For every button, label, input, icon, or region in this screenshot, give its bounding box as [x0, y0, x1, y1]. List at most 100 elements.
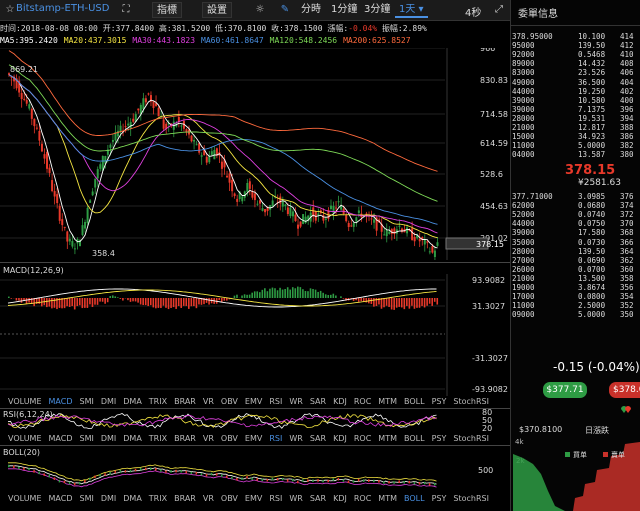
bid-row[interactable]: 11000 2.5000 352: [512, 301, 638, 310]
indicator-tab[interactable]: EMV: [244, 494, 263, 503]
indicator-tab[interactable]: StochRSI: [453, 397, 489, 406]
ask-row[interactable]: 28000 19.531 394: [512, 114, 638, 123]
indicator-tab[interactable]: EMV: [244, 397, 263, 406]
indicator-tab[interactable]: TRIX: [148, 434, 168, 443]
indicator-tab[interactable]: BOLL: [404, 434, 425, 443]
indicator-tab[interactable]: MACD: [48, 434, 73, 443]
star-icon[interactable]: ☆: [5, 4, 15, 15]
indicator-tab[interactable]: BOLL: [404, 397, 425, 406]
ask-row[interactable]: 39000 7.1375 396: [512, 105, 638, 114]
indicator-tab[interactable]: VR: [202, 397, 214, 406]
indicator-tab[interactable]: RSI: [269, 494, 283, 503]
indicator-tab[interactable]: VOLUME: [8, 397, 42, 406]
indicator-tab[interactable]: SAR: [309, 434, 327, 443]
bid-row[interactable]: 09000 5.0000 350: [512, 310, 638, 319]
indicator-tab[interactable]: EMV: [244, 434, 263, 443]
symbol-selector[interactable]: Bitstamp-ETH-USD: [16, 3, 110, 14]
ask-row[interactable]: 11000 5.0000 382: [512, 141, 638, 150]
timeframe-3min[interactable]: 3分鐘: [364, 4, 391, 15]
indicator-tab[interactable]: KDJ: [333, 434, 347, 443]
indicator-tab[interactable]: WR: [289, 434, 303, 443]
ask-row[interactable]: 49000 36.500 404: [512, 78, 638, 87]
bid-button[interactable]: $377.71: [543, 382, 587, 398]
indicator-tab[interactable]: VOLUME: [8, 494, 42, 503]
fullscreen-icon[interactable]: ⤢: [495, 4, 503, 15]
indicator-tab[interactable]: DMA: [123, 397, 142, 406]
indicator-tab[interactable]: RSI: [269, 434, 283, 443]
ask-row[interactable]: 95000 139.50 412: [512, 41, 638, 50]
ask-row[interactable]: 83000 23.526 406: [512, 68, 638, 77]
ask-row[interactable]: 378.95000 10.100 414: [512, 32, 638, 41]
indicator-tab[interactable]: VOLUME: [8, 434, 42, 443]
bid-row[interactable]: 39000 17.580 368: [512, 228, 638, 237]
settings-button[interactable]: 設置: [202, 2, 232, 18]
indicator-tab[interactable]: WR: [289, 397, 303, 406]
indicator-tab[interactable]: BOLL: [404, 494, 425, 503]
bid-row[interactable]: 377.71000 3.0985 376: [512, 192, 638, 201]
macd-chart[interactable]: 93.9082 31.3027 -31.3027 -93.9082: [0, 274, 510, 396]
indicator-tab[interactable]: DMI: [100, 434, 117, 443]
indicator-tab[interactable]: SMI: [79, 434, 94, 443]
draw-pen-icon[interactable]: ✎: [280, 4, 290, 15]
bid-row[interactable]: 44000 0.0750 370: [512, 219, 638, 228]
bid-row[interactable]: 19000 3.8674 356: [512, 283, 638, 292]
indicator-tab[interactable]: StochRSI: [453, 494, 489, 503]
bid-row[interactable]: 21000 13.500 358: [512, 274, 638, 283]
indicator-tab[interactable]: MTM: [378, 397, 397, 406]
indicator-tab[interactable]: ROC: [353, 494, 372, 503]
indicator-tab[interactable]: PSY: [431, 434, 447, 443]
ask-row[interactable]: 44000 19.250 402: [512, 87, 638, 96]
indicator-tab[interactable]: TRIX: [148, 494, 168, 503]
indicator-tab[interactable]: SMI: [79, 397, 94, 406]
indicator-tab[interactable]: BRAR: [174, 434, 196, 443]
indicator-tab[interactable]: MTM: [378, 434, 397, 443]
bid-row[interactable]: 27000 0.0690 362: [512, 256, 638, 265]
indicator-tab[interactable]: MTM: [378, 494, 397, 503]
indicator-tab[interactable]: VR: [202, 494, 214, 503]
bid-row[interactable]: 26000 0.0700 360: [512, 265, 638, 274]
boll-chart[interactable]: 500: [0, 455, 510, 492]
ask-row[interactable]: 15000 34.923 386: [512, 132, 638, 141]
bid-row[interactable]: 17000 0.0800 354: [512, 292, 638, 301]
indicator-tab[interactable]: OBV: [220, 494, 238, 503]
ask-row[interactable]: 39000 10.580 400: [512, 96, 638, 105]
ask-row[interactable]: 21000 12.817 388: [512, 123, 638, 132]
indicator-tab[interactable]: KDJ: [333, 494, 347, 503]
period-selector[interactable]: 1天 ▾: [395, 2, 428, 18]
ask-row[interactable]: 04000 13.587 380: [512, 150, 638, 159]
indicator-tab[interactable]: BRAR: [174, 494, 196, 503]
indicator-tab[interactable]: SMI: [79, 494, 94, 503]
ask-row[interactable]: 89000 14.432 408: [512, 59, 638, 68]
bid-row[interactable]: 52000 0.0740 372: [512, 210, 638, 219]
depth-chart[interactable]: 4k 2k 買单 賣单: [513, 436, 640, 511]
indicator-tab[interactable]: StochRSI: [453, 434, 489, 443]
indicator-tab[interactable]: MACD: [48, 494, 73, 503]
indicator-tab[interactable]: TRIX: [148, 397, 168, 406]
indicator-tab[interactable]: DMA: [123, 434, 142, 443]
indicator-tab[interactable]: DMA: [123, 494, 142, 503]
indicator-tab[interactable]: KDJ: [333, 397, 347, 406]
timeframe-1min[interactable]: 1分鐘: [331, 4, 358, 15]
indicator-tab[interactable]: PSY: [431, 397, 447, 406]
ask-row[interactable]: 92000 0.5468 410: [512, 50, 638, 59]
indicator-tab[interactable]: SAR: [309, 494, 327, 503]
indicator-tab[interactable]: VR: [202, 434, 214, 443]
bid-row[interactable]: 28000 139.50 364: [512, 247, 638, 256]
indicator-tab[interactable]: ROC: [353, 397, 372, 406]
indicator-tab[interactable]: RSI: [269, 397, 283, 406]
indicator-tab[interactable]: DMI: [100, 494, 117, 503]
theme-toggle-icon[interactable]: ☼: [255, 4, 265, 15]
indicator-tab[interactable]: SAR: [309, 397, 327, 406]
indicator-tab[interactable]: MACD: [48, 397, 73, 406]
candlestick-chart[interactable]: 966 830.83 714.58 614.59 528.6 454.63 391.02 86…: [0, 48, 510, 260]
indicator-tab[interactable]: OBV: [220, 434, 238, 443]
indicator-tab[interactable]: ROC: [353, 434, 372, 443]
timeframe-tick[interactable]: 分時: [301, 4, 321, 15]
indicator-tab[interactable]: WR: [289, 494, 303, 503]
bid-row[interactable]: 35000 0.0730 366: [512, 238, 638, 247]
expand-icon[interactable]: ⛶: [122, 4, 130, 15]
indicator-tab[interactable]: BRAR: [174, 397, 196, 406]
indicator-tab[interactable]: DMI: [100, 397, 117, 406]
indicators-button[interactable]: 指標: [152, 2, 182, 18]
bid-row[interactable]: 62000 0.0680 374: [512, 201, 638, 210]
